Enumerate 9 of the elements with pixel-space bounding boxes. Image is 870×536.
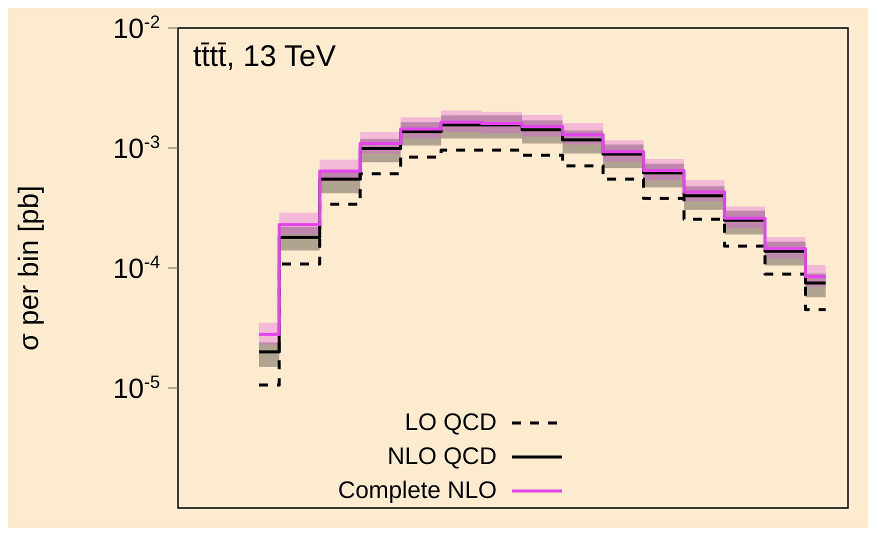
y-axis-title: σ per bin [pb] [12,185,44,351]
chart-title: tt̄tt̄, 13 TeV [193,40,336,74]
legend-label: Complete NLO [338,477,497,505]
y-tick-label: 10$^{-2}$ [112,12,160,44]
y-tick-label: 10$^{-4}$ [112,252,160,284]
y-tick-label: 10$^{-5}$ [112,372,160,404]
legend-label: NLO QCD [387,443,497,471]
y-tick-label: 10$^{-3}$ [112,132,160,164]
legend-label: LO QCD [404,409,497,437]
